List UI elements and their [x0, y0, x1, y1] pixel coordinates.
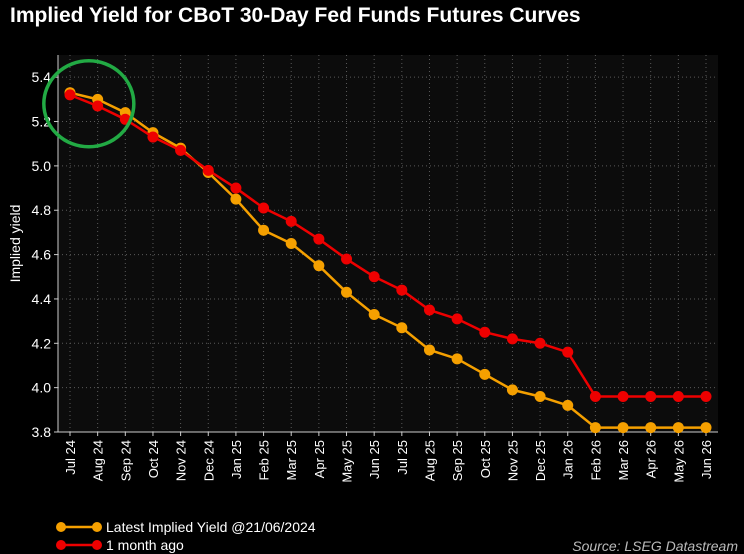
data-point-1 — [147, 131, 159, 143]
y-tick-label: 5.0 — [32, 158, 52, 174]
data-point-0 — [258, 224, 270, 236]
data-point-0 — [700, 422, 712, 434]
plot-area — [58, 55, 718, 432]
data-point-0 — [534, 391, 546, 403]
data-point-1 — [341, 253, 353, 265]
legend-label-latest: Latest Implied Yield @21/06/2024 — [106, 519, 316, 535]
data-point-1 — [258, 202, 270, 214]
data-point-1 — [313, 233, 325, 245]
x-tick-label: Aug 25 — [422, 440, 437, 481]
data-point-1 — [202, 164, 214, 176]
x-tick-label: Feb 26 — [588, 440, 603, 480]
data-point-0 — [617, 422, 629, 434]
legend-label-month-ago: 1 month ago — [106, 537, 184, 553]
x-tick-label: Dec 25 — [533, 440, 548, 481]
annotation-circle — [42, 59, 136, 149]
data-point-0 — [396, 322, 408, 334]
data-point-0 — [645, 422, 657, 434]
x-tick-label: Jun 26 — [699, 440, 714, 479]
data-point-1 — [506, 333, 518, 345]
data-point-0 — [423, 344, 435, 356]
data-point-1 — [451, 313, 463, 325]
x-tick-label: Oct 25 — [478, 440, 493, 478]
data-point-0 — [230, 193, 242, 205]
x-tick-label: Jan 25 — [229, 440, 244, 479]
x-tick-label: Dec 24 — [201, 440, 216, 481]
x-tick-label: May 25 — [340, 440, 355, 483]
data-point-1 — [230, 182, 242, 194]
x-tick-label: Apr 26 — [644, 440, 659, 478]
data-point-1 — [562, 346, 574, 358]
x-tick-label: Jun 25 — [367, 440, 382, 479]
data-point-1 — [368, 271, 380, 283]
x-tick-label: Jul 24 — [63, 440, 78, 475]
data-point-0 — [506, 384, 518, 396]
chart-title: Implied Yield for CBoT 30-Day Fed Funds … — [10, 4, 581, 27]
data-point-1 — [423, 304, 435, 316]
x-tick-label: Mar 26 — [616, 440, 631, 480]
x-tick-label: Feb 25 — [257, 440, 272, 480]
data-point-1 — [175, 144, 187, 156]
data-point-1 — [589, 391, 601, 403]
x-tick-label: Nov 25 — [505, 440, 520, 481]
legend-swatch-month-ago — [56, 540, 102, 550]
y-tick-label: 4.8 — [32, 202, 52, 218]
data-point-1 — [479, 326, 491, 338]
data-point-0 — [562, 399, 574, 411]
x-tick-label: Jan 26 — [561, 440, 576, 479]
data-point-1 — [285, 215, 297, 227]
x-tick-label: Jul 25 — [395, 440, 410, 475]
x-tick-label: Nov 24 — [174, 440, 189, 481]
x-tick-label: Aug 24 — [91, 440, 106, 481]
x-tick-label: Mar 25 — [284, 440, 299, 480]
data-point-0 — [479, 368, 491, 380]
x-tick-label: Apr 25 — [312, 440, 327, 478]
y-tick-label: 4.2 — [32, 335, 52, 351]
data-point-0 — [368, 308, 380, 320]
data-point-1 — [92, 100, 104, 112]
x-tick-label: Oct 24 — [146, 440, 161, 478]
x-tick-label: Sep 25 — [450, 440, 465, 481]
data-point-0 — [589, 422, 601, 434]
legend-swatch-latest — [56, 522, 102, 532]
y-tick-label: 4.0 — [32, 380, 52, 396]
y-tick-label: 4.4 — [32, 291, 52, 307]
data-point-0 — [672, 422, 684, 434]
data-point-1 — [672, 391, 684, 403]
source-note: Source: LSEG Datastream — [572, 538, 738, 554]
x-tick-label: Sep 24 — [118, 440, 133, 481]
y-tick-label: 5.4 — [32, 69, 52, 85]
y-tick-label: 3.8 — [32, 424, 52, 440]
data-point-0 — [313, 260, 325, 272]
data-point-1 — [396, 284, 408, 296]
data-point-0 — [285, 238, 297, 249]
data-point-1 — [700, 391, 712, 403]
data-point-1 — [645, 391, 657, 403]
data-point-1 — [64, 89, 76, 101]
data-point-0 — [341, 286, 353, 298]
y-tick-label: 4.6 — [32, 247, 52, 263]
data-point-0 — [451, 353, 463, 365]
data-point-1 — [617, 391, 629, 403]
x-tick-label: May 26 — [671, 440, 686, 483]
data-point-1 — [534, 337, 546, 349]
y-axis-label: Implied yield — [7, 205, 23, 283]
